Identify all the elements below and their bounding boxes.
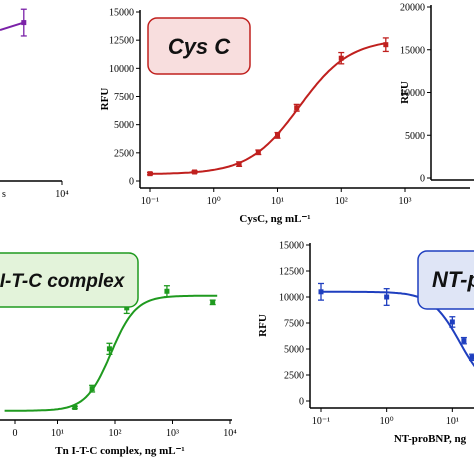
x-tick-label: 10³: [166, 428, 179, 439]
data-point: [164, 288, 170, 294]
y-tick-label: 0: [420, 174, 425, 185]
chart-bottom-left: 0 10¹ 10² 10³ 10⁴ Tn I-T-C complex, ng mL⁻¹ I-…: [0, 252, 237, 457]
data-point: [449, 319, 455, 325]
y-tick-label: 0: [129, 177, 134, 188]
x-tick-label: 10²: [109, 428, 122, 439]
y-tick-label: 2500: [114, 148, 134, 159]
data-point: [469, 354, 474, 360]
x-tick-label: 0: [13, 428, 18, 439]
y-tick-label: 12500: [109, 36, 134, 47]
data-point: [384, 294, 390, 300]
data-point: [147, 171, 153, 177]
data-point: [124, 305, 130, 311]
y-axis-title: RFU: [399, 81, 411, 104]
y-tick-label: 15000: [279, 241, 304, 252]
x-tick-label: 10¹: [446, 416, 459, 427]
data-point: [236, 161, 242, 167]
data-point: [210, 299, 216, 305]
y-tick-label: 20000: [400, 3, 425, 14]
x-tick-label: 10⁻¹: [141, 196, 159, 207]
chart-bottom-right: 025005000750010000125001500010⁻¹10⁰10¹10…: [257, 241, 474, 445]
chart-top-middle: 0 2500 5000 7500 10000 12500 15000 10⁻¹ 10⁰ 10¹ 10…: [99, 8, 470, 225]
x-tick-label: 10⁰: [207, 196, 221, 207]
y-axis-title: RFU: [257, 314, 269, 337]
x-tick-label: 10²: [335, 196, 348, 207]
chart-title: Cys C: [168, 34, 231, 59]
y-tick-label: 5000: [405, 131, 425, 142]
y-tick-label: 12500: [279, 267, 304, 278]
data-point: [461, 338, 467, 344]
x-tick-label: 10⁰: [380, 416, 394, 427]
chart-title-badge: [417, 250, 474, 310]
x-tick-label: 10⁻¹: [312, 416, 330, 427]
y-tick-label: 5000: [114, 120, 134, 131]
data-point: [106, 346, 112, 352]
x-tick-label: 10⁴: [223, 428, 237, 439]
data-point: [294, 105, 300, 111]
x-axis-title: NT-proBNP, ng: [394, 433, 467, 445]
y-tick-label: 0: [299, 397, 304, 408]
y-tick-label: 7500: [114, 92, 134, 103]
data-point: [192, 169, 198, 175]
x-tick-label: 10³: [399, 196, 412, 207]
chart-title-badge: [147, 17, 251, 75]
fit-curve: [4, 294, 218, 412]
y-tick-label: 10000: [109, 64, 134, 75]
x-tick-label: 10¹: [51, 428, 64, 439]
data-point: [318, 289, 324, 295]
x-tick-label: 10¹: [271, 196, 284, 207]
fit-curve: [0, 21, 25, 31]
x-tick-label: 10⁴: [55, 189, 69, 200]
chart-title: NT-p: [432, 267, 474, 292]
y-tick-label: 10000: [279, 293, 304, 304]
fit-curve: [150, 42, 386, 175]
chart-title: I-T-C complex: [0, 271, 126, 292]
y-axis-title: RFU: [99, 88, 111, 111]
x-axis-title: CysC, ng mL⁻¹: [239, 213, 310, 225]
y-tick-label: 2500: [284, 371, 304, 382]
y-tick-label: 5000: [284, 345, 304, 356]
chart-top-right: 0 5000 10000 15000 20000 RFU: [399, 3, 474, 185]
y-tick-label: 10000: [400, 88, 425, 99]
y-tick-label: 7500: [284, 319, 304, 330]
data-point: [21, 20, 27, 26]
data-point: [72, 404, 78, 410]
data-point: [89, 386, 95, 392]
data-point: [338, 55, 344, 61]
data-point: [275, 132, 280, 138]
x-axis-title: Tn I-T-C complex, ng mL⁻¹: [55, 445, 184, 457]
x-tick-label-partial: s: [2, 189, 6, 200]
y-tick-label: 15000: [400, 45, 425, 56]
chart-top-left: 10⁴ s: [0, 8, 69, 200]
data-point: [255, 149, 261, 155]
y-tick-label: 15000: [109, 8, 134, 19]
chart-title-badge: [0, 252, 139, 308]
data-point: [383, 42, 389, 48]
